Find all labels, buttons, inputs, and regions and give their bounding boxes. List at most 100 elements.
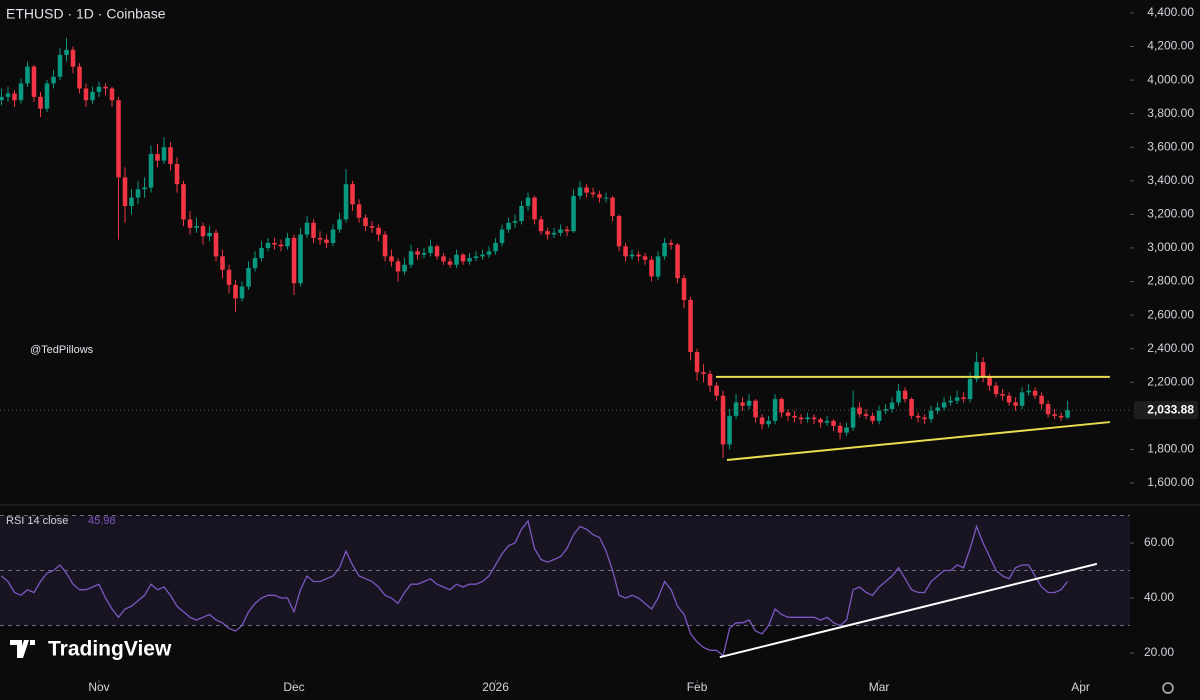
candle-body	[662, 242, 667, 257]
candle-body	[395, 261, 401, 272]
candle-body	[850, 407, 856, 428]
candle-body	[837, 425, 843, 433]
candle-body	[207, 232, 212, 237]
rsi-band	[0, 515, 1130, 626]
candle-body	[194, 226, 199, 228]
candle-body	[616, 216, 622, 247]
candle-body	[688, 300, 693, 353]
candle-body	[499, 229, 505, 243]
candle-body	[291, 237, 297, 284]
candle-body	[668, 242, 674, 245]
y-tick-label: 3,000.00	[1147, 240, 1194, 254]
candle-body	[636, 254, 641, 257]
candle-body	[402, 264, 407, 272]
candle-body	[187, 219, 193, 228]
candle-body	[18, 83, 24, 101]
candle-body	[77, 66, 82, 89]
candle-body	[298, 234, 303, 284]
candle-body	[564, 229, 570, 232]
candle-body	[551, 232, 557, 235]
candle-body	[603, 197, 609, 199]
candle-body	[506, 222, 511, 230]
y-tick-label: 1,800.00	[1147, 442, 1194, 456]
candle-body	[5, 93, 11, 97]
logo-icon	[10, 640, 35, 658]
candle-body	[356, 204, 362, 218]
candle-body	[928, 410, 934, 420]
logo: TradingView	[10, 638, 172, 661]
candle-body	[278, 244, 284, 247]
candle-body	[915, 415, 921, 418]
candle-body	[883, 409, 888, 411]
y-tick-label: 3,600.00	[1147, 139, 1194, 153]
candle-body	[993, 385, 999, 395]
candle-body	[597, 194, 602, 198]
candle-body	[90, 91, 95, 101]
x-tick-label: Dec	[283, 680, 304, 694]
candle-body	[350, 184, 355, 205]
candle-body	[922, 417, 927, 420]
candle-body	[317, 237, 323, 240]
candle-body	[51, 76, 56, 84]
candle-body	[220, 256, 225, 270]
last-price-box	[1134, 401, 1198, 420]
candle-body	[948, 400, 953, 403]
candle-body	[805, 417, 810, 420]
candle-body	[811, 417, 817, 420]
plot-area: 4,400.00 4,200.00 4,000.00 3,800.00 3,600.00…	[0, 5, 1200, 694]
candle-body	[759, 417, 765, 425]
candle-body	[785, 412, 791, 416]
candle-body	[96, 86, 102, 92]
candle-body	[44, 83, 50, 109]
candle-body	[473, 256, 479, 259]
candle-body	[629, 254, 635, 257]
candle-body	[239, 286, 245, 299]
y-tick-label: 1,600.00	[1147, 475, 1194, 489]
candle-body	[980, 362, 986, 378]
candle-body	[103, 86, 108, 89]
candle-body	[779, 399, 784, 413]
candle-body	[766, 420, 771, 425]
y-tick-label: 3,200.00	[1147, 207, 1194, 221]
candle-body	[642, 256, 648, 260]
candle-body	[902, 390, 908, 400]
candle-body	[129, 197, 134, 206]
candle-body	[454, 254, 459, 265]
candle-body	[870, 415, 875, 421]
candle-body	[623, 246, 628, 257]
rsi-y-tick-label: 60.00	[1144, 535, 1174, 549]
candle-body	[512, 221, 518, 223]
candle-body	[649, 259, 654, 277]
candle-body	[116, 100, 121, 178]
candle-body	[727, 415, 732, 445]
candle-body	[421, 253, 427, 255]
candle-body	[857, 407, 862, 415]
candle-body	[701, 372, 706, 374]
candle-body	[246, 268, 251, 287]
candle-body	[525, 197, 531, 206]
logo-text: TradingView	[48, 638, 172, 661]
candle-body	[467, 258, 472, 262]
candle-body	[70, 49, 76, 67]
candle-body	[954, 397, 960, 401]
y-tick-label: 2,800.00	[1147, 274, 1194, 288]
candle-body	[694, 352, 700, 373]
candle-body	[304, 222, 310, 235]
x-tick-label: Mar	[869, 680, 890, 694]
candle-body	[252, 258, 258, 269]
candle-body	[337, 219, 342, 230]
y-tick-label: 3,400.00	[1147, 173, 1194, 187]
rsi-trendline	[719, 562, 1098, 659]
candle-body	[974, 362, 979, 379]
settings-icon[interactable]	[1162, 682, 1174, 694]
candle-body	[681, 278, 687, 301]
x-tick-label: 2026	[482, 680, 509, 694]
candle-body	[408, 251, 414, 265]
candle-body	[707, 373, 713, 386]
rsi-y-tick-label: 40.00	[1144, 590, 1174, 604]
candle-body	[967, 378, 973, 400]
candle-body	[863, 414, 869, 416]
rsi-line	[1, 519, 1069, 657]
rsi-y-tick-label: 20.00	[1144, 645, 1174, 659]
